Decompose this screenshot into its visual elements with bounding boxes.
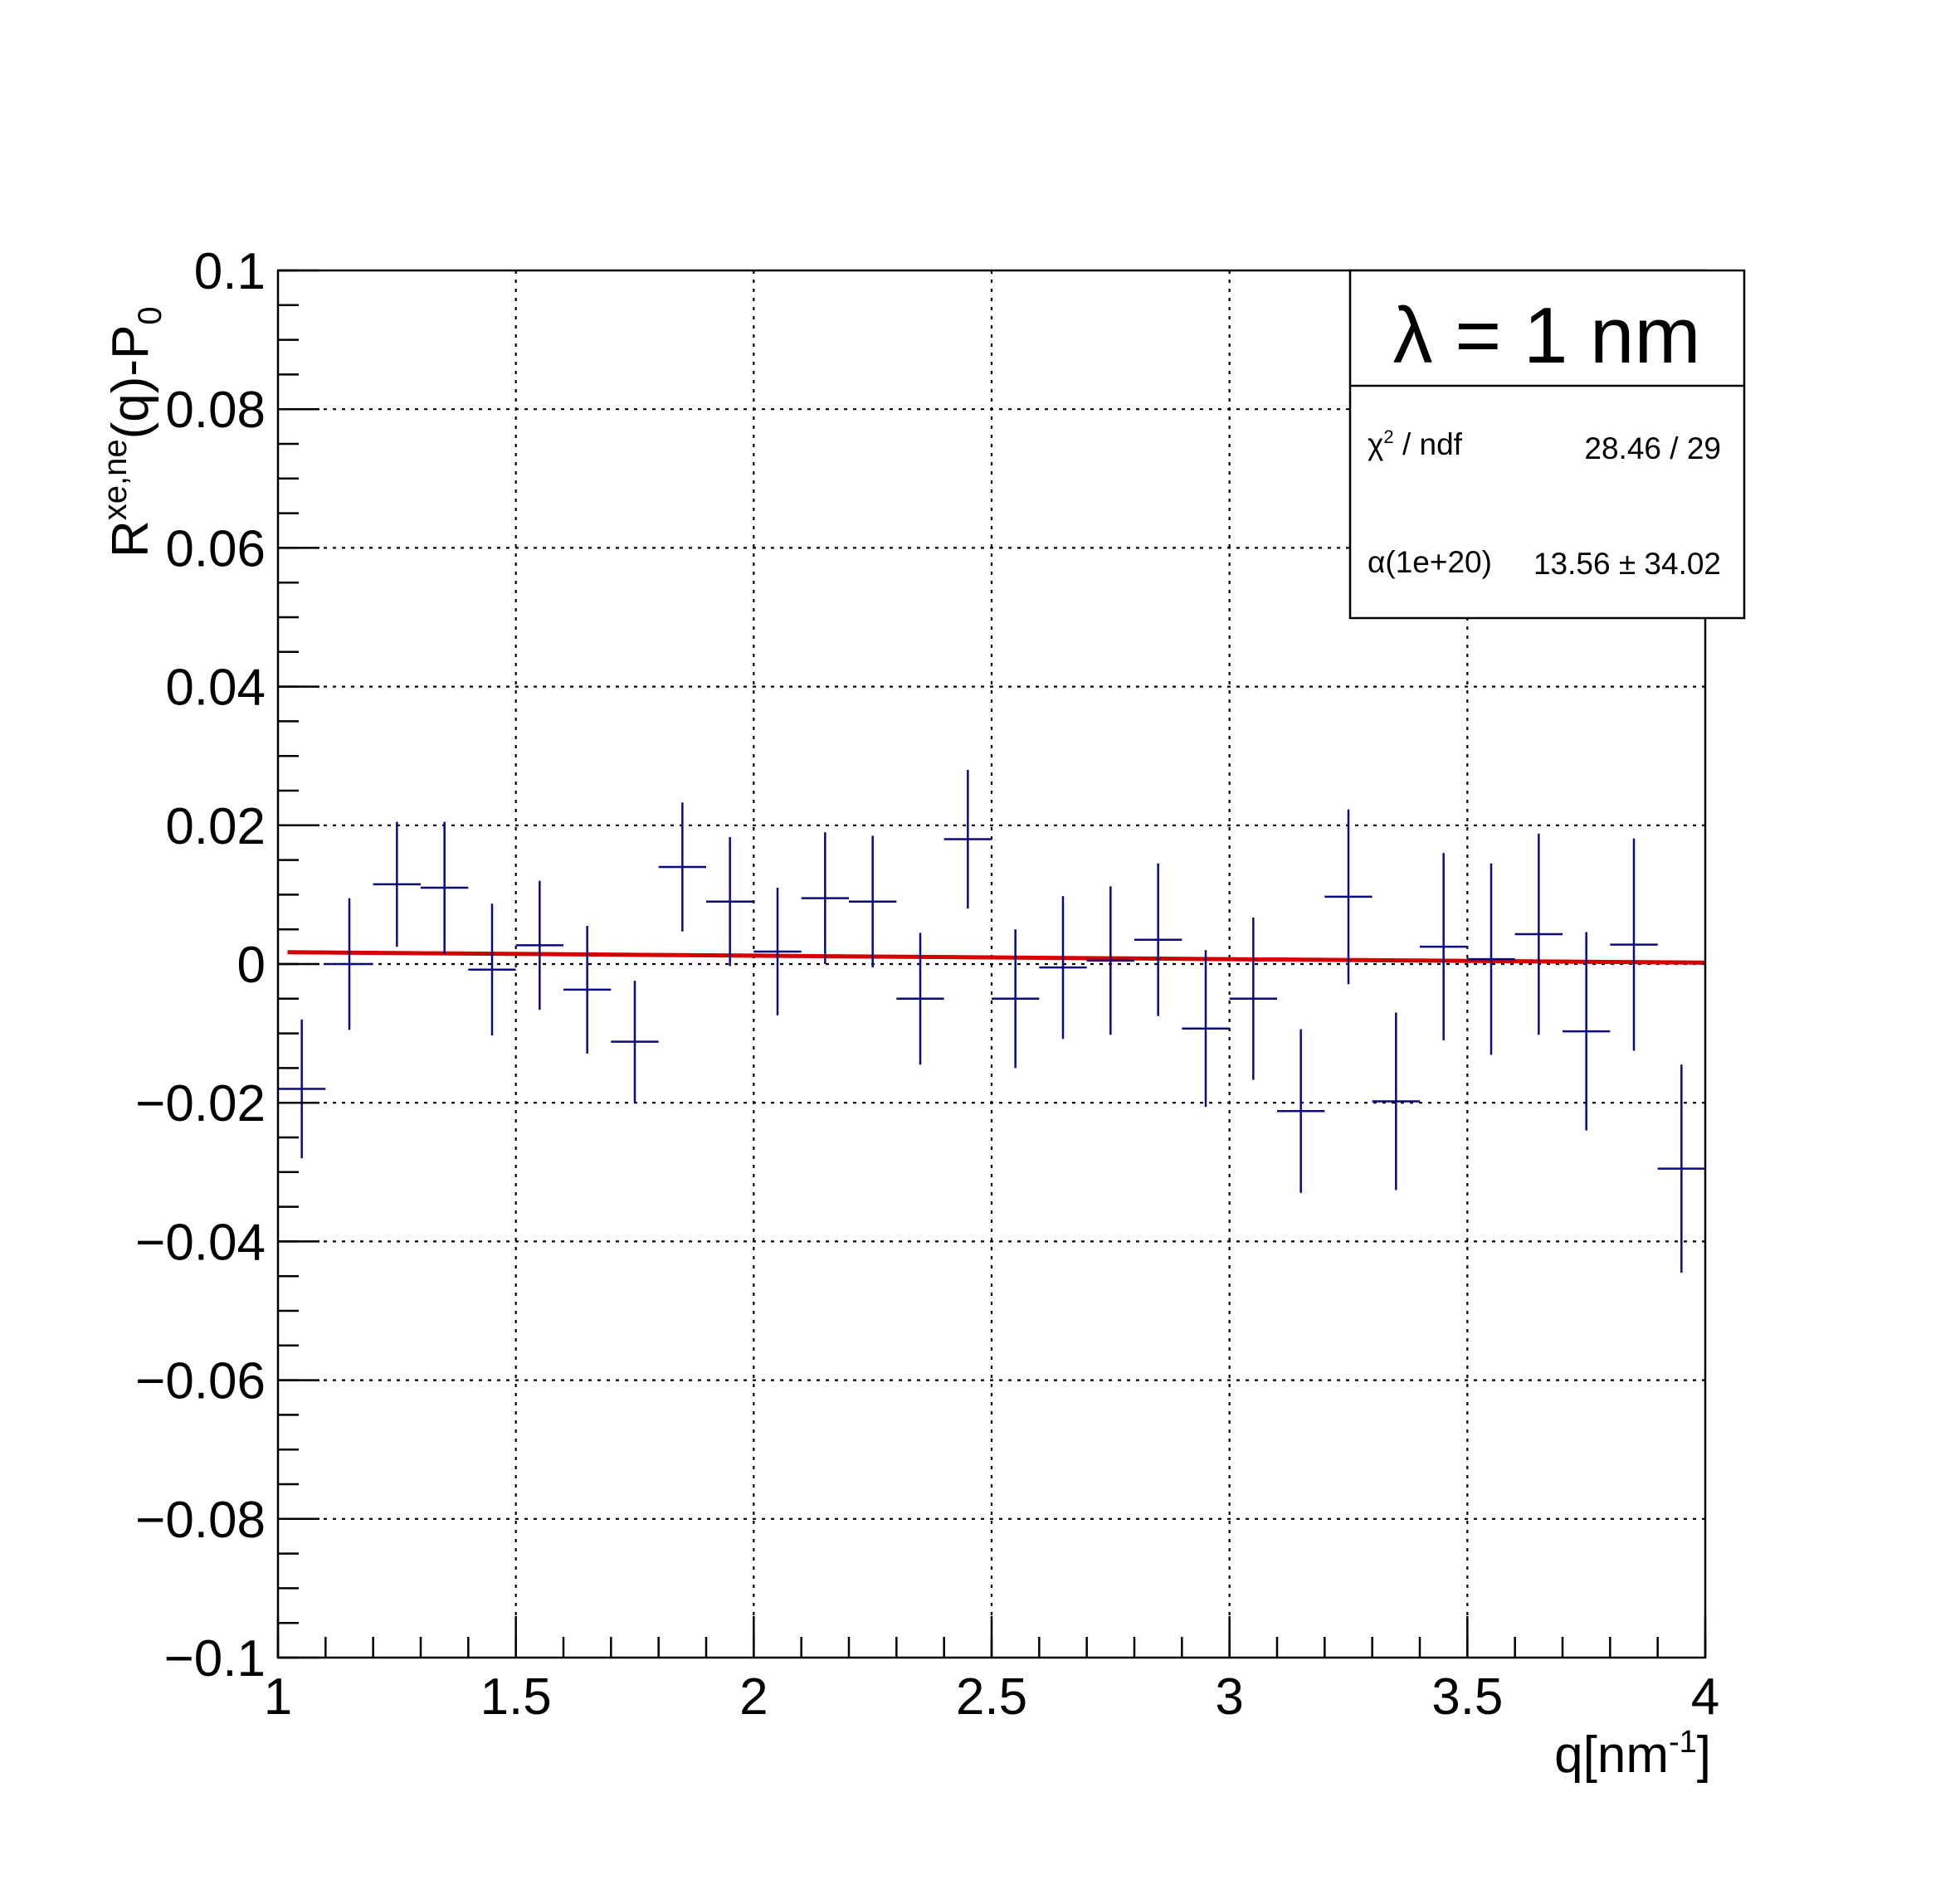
data-point [896, 933, 944, 1065]
fit-curve-layer [287, 950, 1706, 965]
data-point [325, 898, 373, 1030]
data-point [849, 835, 897, 968]
x-axis-title: q[nm-1] [1554, 1725, 1711, 1784]
data-point [421, 821, 469, 954]
stats-box: λ = 1 nm χ2 / ndf 28.46 / 29 α(1e+20) 13… [1348, 269, 1746, 620]
alpha-value: 13.56 ± 34.02 [1533, 547, 1721, 581]
y-axis-title: Rxe,ne(q)-P0 [97, 306, 168, 558]
data-point [1467, 863, 1515, 1055]
x-tick-label: 1 [264, 1668, 292, 1726]
stats-box-frame [1348, 269, 1746, 620]
data-point [468, 903, 516, 1036]
data-point [753, 888, 802, 1015]
data-point [1324, 809, 1372, 985]
data-point [1657, 1064, 1705, 1273]
data-point [1229, 917, 1277, 1080]
y-tick-label: −0.1 [164, 1630, 266, 1687]
data-point [801, 832, 849, 964]
data-point [563, 926, 612, 1054]
y-tick-label: 0 [237, 937, 266, 994]
data-point [278, 1019, 326, 1159]
data-point [1182, 950, 1230, 1108]
data-point [1134, 863, 1182, 1016]
data-point [1277, 1029, 1325, 1193]
x-tick-label: 3.5 [1431, 1668, 1503, 1726]
y-tick-label: 0.08 [165, 382, 266, 439]
axis-ticks [276, 269, 1707, 1659]
data-point [515, 880, 563, 1010]
data-point [1372, 1012, 1420, 1191]
x-tick-label: 3 [1215, 1668, 1243, 1726]
y-tick-label: 0.06 [165, 520, 266, 577]
chi2-label: χ2 / ndf [1368, 426, 1463, 461]
data-point [943, 769, 992, 909]
y-tick-label: −0.08 [135, 1492, 266, 1549]
data-point [992, 929, 1040, 1069]
y-tick-label: −0.04 [135, 1214, 266, 1271]
data-point [1563, 932, 1611, 1131]
y-tick-label: 0.04 [165, 660, 266, 717]
data-point [658, 802, 706, 932]
data-point [1086, 886, 1134, 1035]
data-point [1039, 896, 1087, 1040]
y-tick-labels: −0.1 −0.08 −0.06 −0.04 −0.02 0 0.02 0.04 0.06 0.0… [135, 243, 266, 1687]
data-point [1420, 853, 1468, 1040]
x-tick-label: 2 [739, 1668, 768, 1726]
data-point [373, 821, 421, 947]
y-tick-label: −0.02 [135, 1075, 266, 1132]
chi2-value: 28.46 / 29 [1584, 431, 1721, 465]
y-tick-label: 0.02 [165, 798, 266, 855]
data-point [1610, 838, 1658, 1051]
y-tick-label: −0.06 [135, 1353, 266, 1410]
x-tick-labels: 1 1.5 2 2.5 3 3.5 4 [264, 1668, 1719, 1726]
x-tick-label: 2.5 [956, 1668, 1027, 1726]
y-tick-label: 0.1 [194, 243, 266, 300]
data-point [1514, 833, 1563, 1035]
data-point [611, 981, 659, 1103]
data-point [706, 837, 754, 967]
alpha-label: α(1e+20) [1368, 545, 1492, 579]
stats-title: λ = 1 nm [1393, 291, 1701, 380]
fit-curve [287, 950, 1706, 965]
data-points [278, 769, 1705, 1273]
x-tick-label: 1.5 [480, 1668, 552, 1726]
x-tick-label: 4 [1691, 1668, 1719, 1726]
